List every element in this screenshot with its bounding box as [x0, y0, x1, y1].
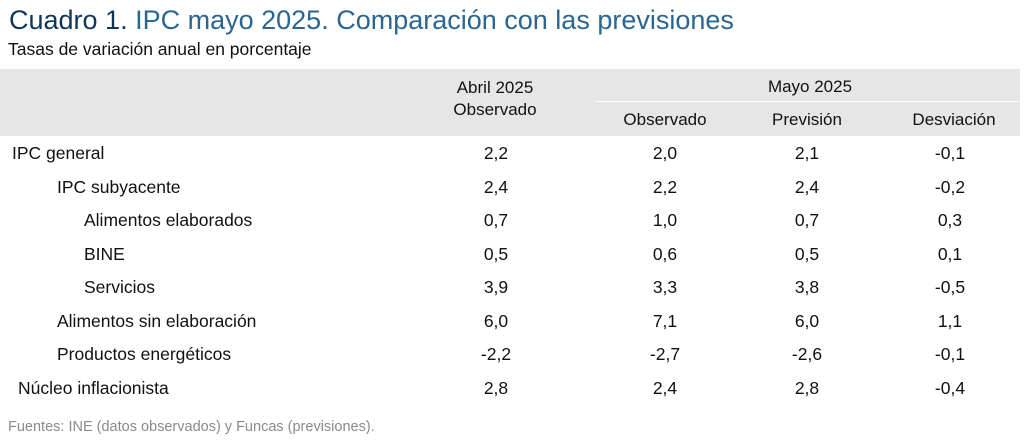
table-number: Cuadro 1. — [9, 5, 128, 35]
column-header-april-period: Abril 2025 — [456, 78, 534, 97]
table-row: Núcleo inflacionista 2,8 2,4 2,8 -0,4 — [0, 372, 1024, 406]
cell-may-observed: 2,2 — [652, 176, 678, 197]
row-label: Productos energéticos — [57, 344, 232, 364]
column-group-may: Mayo 2025 — [767, 77, 853, 96]
cell-may-forecast: 3,8 — [794, 277, 820, 297]
cell-may-observed: 1,0 — [652, 210, 678, 230]
cell-april-observed: 0,7 — [483, 210, 509, 230]
cell-may-observed: 3,3 — [652, 277, 678, 297]
table-title-text: IPC mayo 2025. Comparación con las previ… — [135, 5, 734, 35]
cell-may-deviation: -0,4 — [934, 377, 966, 398]
cell-may-forecast: 0,7 — [794, 210, 820, 230]
cell-april-observed: 2,2 — [483, 143, 509, 163]
table-row: Alimentos elaborados 0,7 1,0 0,7 0,3 — [0, 204, 1024, 238]
column-header-may-forecast: Previsión — [772, 110, 842, 129]
cell-may-deviation: -0,2 — [934, 176, 966, 197]
cell-may-forecast: 2,8 — [794, 377, 820, 398]
cell-may-deviation: -0,5 — [934, 277, 966, 297]
table-row: BINE 0,5 0,6 0,5 0,1 — [0, 238, 1024, 272]
table-row: IPC subyacente 2,4 2,2 2,4 -0,2 — [0, 171, 1024, 205]
cell-april-observed: 2,4 — [483, 176, 509, 197]
table-row: Productos energéticos -2,2 -2,7 -2,6 -0,… — [0, 338, 1024, 372]
cell-april-observed: 6,0 — [483, 310, 509, 331]
cell-may-deviation: -0,1 — [934, 143, 966, 163]
cell-may-observed: 0,6 — [652, 243, 678, 264]
row-label: Núcleo inflacionista — [18, 377, 169, 398]
table-row: IPC general 2,2 2,0 2,1 -0,1 — [0, 137, 1024, 171]
row-label: Alimentos elaborados — [84, 210, 253, 230]
cell-may-forecast: -2,6 — [791, 344, 823, 364]
row-label: Servicios — [84, 277, 155, 297]
row-label: BINE — [84, 243, 125, 264]
cell-april-observed: 0,5 — [483, 243, 509, 264]
cell-may-forecast: 0,5 — [794, 243, 820, 264]
table-title: Cuadro 1. IPC mayo 2025. Comparación con… — [9, 4, 734, 36]
table-row: Alimentos sin elaboración 6,0 7,1 6,0 1,… — [0, 305, 1024, 339]
cell-may-forecast: 6,0 — [794, 310, 820, 331]
cell-may-observed: -2,7 — [649, 344, 681, 364]
cell-may-deviation: 0,3 — [937, 210, 963, 230]
cell-may-observed: 7,1 — [652, 310, 678, 331]
cell-may-observed: 2,4 — [652, 377, 678, 398]
cell-may-forecast: 2,4 — [794, 176, 820, 197]
table-body: IPC general 2,2 2,0 2,1 -0,1 IPC subyace… — [0, 137, 1024, 405]
row-label: IPC subyacente — [57, 176, 181, 197]
cell-may-deviation: -0,1 — [934, 344, 966, 364]
column-header-may-deviation: Desviación — [912, 110, 996, 129]
table-header — [0, 69, 1020, 136]
cell-april-observed: -2,2 — [480, 344, 512, 364]
cell-april-observed: 2,8 — [483, 377, 509, 398]
table-subtitle: Tasas de variación anual en porcentaje — [8, 39, 312, 59]
cell-may-deviation: 1,1 — [937, 310, 963, 331]
cell-may-observed: 2,0 — [652, 143, 678, 163]
column-header-april-observed: Observado — [453, 100, 537, 119]
column-header-may-observed: Observado — [623, 110, 707, 129]
table-row: Servicios 3,9 3,3 3,8 -0,5 — [0, 271, 1024, 305]
cell-may-forecast: 2,1 — [794, 143, 820, 163]
cell-may-deviation: 0,1 — [937, 243, 963, 264]
row-label: IPC general — [12, 143, 105, 163]
column-group-divider — [595, 101, 1020, 102]
column-header-april: Abril 2025 Observado — [430, 77, 560, 121]
cell-april-observed: 3,9 — [483, 277, 509, 297]
row-label: Alimentos sin elaboración — [57, 310, 257, 331]
source-note: Fuentes: INE (datos observados) y Funcas… — [8, 419, 375, 435]
